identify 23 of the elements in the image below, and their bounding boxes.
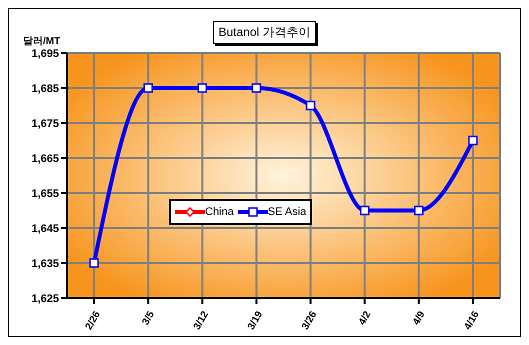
x-tick-label: 4/9: [411, 309, 428, 328]
y-tick-label: 1,665: [31, 152, 59, 165]
point: [360, 206, 370, 216]
legend-label: China: [205, 206, 234, 218]
point: [414, 206, 424, 216]
point: [306, 100, 316, 110]
point: [89, 258, 99, 268]
chart-title: Butanol 가격추이: [213, 21, 316, 44]
y-tick-label: 1,675: [31, 118, 59, 130]
x-tick-label: 3/5: [140, 309, 158, 328]
y-tick-label: 1,695: [31, 48, 59, 60]
point: [143, 83, 153, 93]
y-tick-label: 1,655: [31, 188, 59, 200]
y-axis-title: 달러/MT: [23, 35, 60, 48]
y-tick-label: 1,635: [31, 258, 59, 270]
point: [468, 136, 478, 146]
y-tick-label: 1,625: [31, 292, 59, 305]
legend-label: SE Asia: [268, 206, 306, 218]
point: [252, 83, 262, 93]
y-tick-label: 1,645: [31, 222, 59, 235]
point: [198, 83, 208, 93]
x-tick-label: 4/2: [356, 309, 374, 328]
y-tick-label: 1,685: [31, 82, 59, 95]
